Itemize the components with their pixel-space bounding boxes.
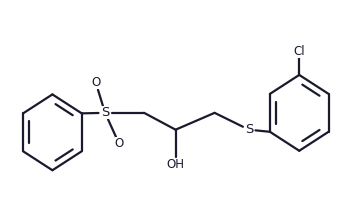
Text: OH: OH [167,159,184,172]
Text: O: O [91,76,100,89]
Text: S: S [101,106,109,119]
Text: Cl: Cl [293,45,305,58]
Text: S: S [245,123,253,136]
Text: O: O [115,137,124,150]
